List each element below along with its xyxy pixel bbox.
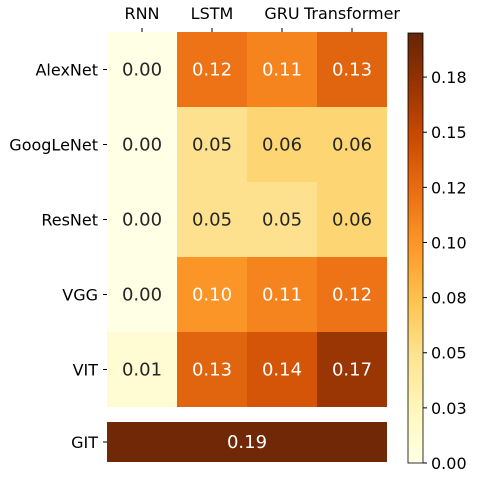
cell-googlenet-transformer bbox=[317, 107, 387, 182]
cell-value-label: 0.13 bbox=[332, 60, 372, 81]
colorbar-tick-label: 0.00 bbox=[431, 454, 467, 473]
cell-value-label: 0.11 bbox=[262, 285, 302, 306]
cell-value-label: 0.10 bbox=[192, 285, 232, 306]
cell-vit-lstm bbox=[177, 332, 247, 407]
colorbar-tick-label: 0.15 bbox=[431, 123, 467, 142]
cell-alexnet-lstm bbox=[177, 32, 247, 107]
cell-value-label: 0.11 bbox=[262, 60, 302, 81]
row-label-alexnet: AlexNet bbox=[35, 61, 98, 80]
column-label-lstm: LSTM bbox=[191, 4, 234, 23]
row-axis: AlexNet GoogLeNet ResNet VGG VIT bbox=[9, 61, 107, 380]
cell-value-label: 0.06 bbox=[332, 135, 372, 156]
row-label-vgg: VGG bbox=[62, 286, 98, 305]
cell-vgg-gru bbox=[247, 257, 317, 332]
row-label-vit: VIT bbox=[73, 361, 99, 380]
cell-resnet-transformer bbox=[317, 182, 387, 257]
column-label-gru: GRU bbox=[264, 4, 299, 23]
colorbar-tick-label: 0.05 bbox=[431, 344, 467, 363]
git-value-label: 0.19 bbox=[227, 432, 267, 453]
git-row: 0.19 GIT bbox=[71, 422, 387, 462]
cell-vgg-lstm bbox=[177, 257, 247, 332]
cell-value-label: 0.05 bbox=[262, 210, 302, 231]
cell-value-label: 0.05 bbox=[192, 135, 232, 156]
cell-value-label: 0.00 bbox=[122, 210, 162, 231]
cell-git bbox=[107, 422, 387, 462]
cell-value-label: 0.00 bbox=[122, 60, 162, 81]
cell-value-label: 0.14 bbox=[262, 360, 302, 381]
column-axis: RNN LSTM GRU Transformer bbox=[124, 4, 400, 32]
row-label-git: GIT bbox=[71, 433, 98, 452]
cell-value-label: 0.12 bbox=[332, 285, 372, 306]
cell-value-label: 0.00 bbox=[122, 285, 162, 306]
cell-resnet-rnn bbox=[107, 182, 177, 257]
colorbar: 0.00 0.03 0.05 0.08 0.10 0.12 0.15 0.18 bbox=[407, 32, 467, 473]
cell-googlenet-lstm bbox=[177, 107, 247, 182]
cell-vgg-transformer bbox=[317, 257, 387, 332]
cell-alexnet-gru bbox=[247, 32, 317, 107]
cell-resnet-gru bbox=[247, 182, 317, 257]
cell-value-label: 0.00 bbox=[122, 135, 162, 156]
cell-vit-transformer bbox=[317, 332, 387, 407]
cell-value-label: 0.06 bbox=[262, 135, 302, 156]
cell-vit-rnn bbox=[107, 332, 177, 407]
row-label-resnet: ResNet bbox=[41, 211, 98, 230]
heatmap-cell-labels: 0.00 0.12 0.11 0.13 0.00 0.05 0.06 0.06 0.00 0.05… bbox=[122, 60, 372, 381]
heatmap-cells bbox=[107, 32, 387, 407]
colorbar-tick-label: 0.08 bbox=[431, 289, 467, 308]
cell-value-label: 0.12 bbox=[192, 60, 232, 81]
cell-alexnet-transformer bbox=[317, 32, 387, 107]
column-label-rnn: RNN bbox=[124, 4, 159, 23]
row-label-googlenet: GoogLeNet bbox=[9, 136, 98, 155]
cell-value-label: 0.05 bbox=[192, 210, 232, 231]
colorbar-gradient bbox=[407, 32, 424, 464]
cell-alexnet-rnn bbox=[107, 32, 177, 107]
cell-value-label: 0.06 bbox=[332, 210, 372, 231]
cell-googlenet-rnn bbox=[107, 107, 177, 182]
colorbar-tick-label: 0.10 bbox=[431, 233, 467, 252]
cell-googlenet-gru bbox=[247, 107, 317, 182]
column-label-transformer: Transformer bbox=[303, 4, 400, 23]
cell-value-label: 0.01 bbox=[122, 360, 162, 381]
cell-value-label: 0.17 bbox=[332, 360, 372, 381]
cell-vgg-rnn bbox=[107, 257, 177, 332]
cell-resnet-lstm bbox=[177, 182, 247, 257]
cell-vit-gru bbox=[247, 332, 317, 407]
colorbar-tick-label: 0.12 bbox=[431, 178, 467, 197]
cell-value-label: 0.13 bbox=[192, 360, 232, 381]
colorbar-tick-label: 0.18 bbox=[431, 68, 467, 87]
colorbar-tick-label: 0.03 bbox=[431, 399, 467, 418]
